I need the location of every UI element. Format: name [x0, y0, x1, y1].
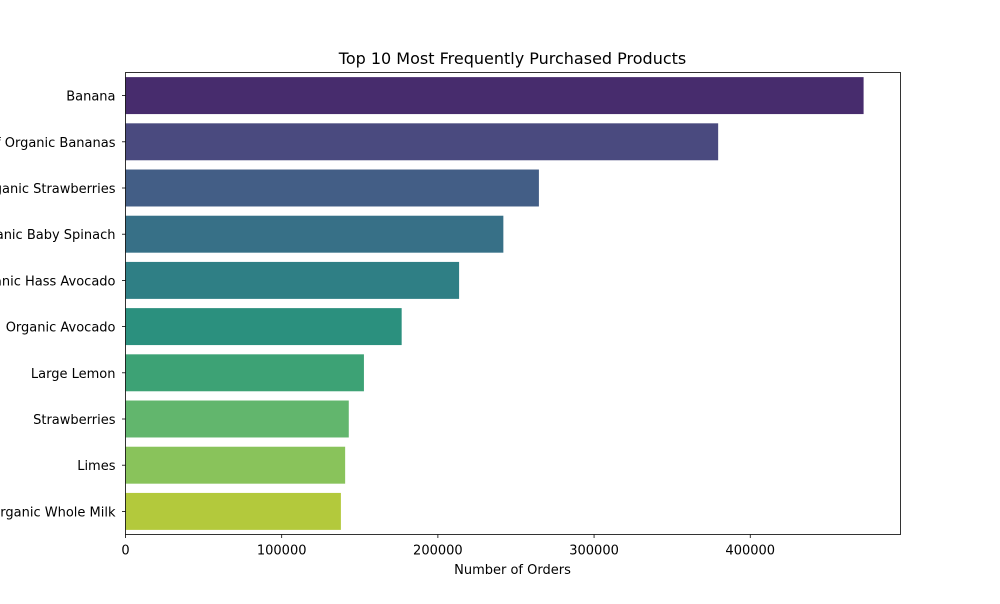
bar: [125, 261, 460, 299]
bars-group: [125, 77, 864, 530]
y-tick-label: Strawberries: [33, 413, 116, 428]
x-tick-label: 100000: [257, 544, 307, 559]
x-tick-label: 300000: [569, 544, 619, 559]
x-tick-label: 200000: [413, 544, 463, 559]
x-tick-label: 400000: [725, 544, 775, 559]
bar: [125, 123, 719, 161]
y-tick-label: Organic Hass Avocado: [0, 274, 116, 289]
y-tick-label: Organic Whole Milk: [0, 505, 116, 520]
bar: [125, 354, 364, 392]
bar: [125, 446, 346, 484]
y-tick-label: Banana: [66, 90, 115, 105]
y-tick-label: Large Lemon: [31, 367, 116, 382]
y-tick-label: Organic Strawberries: [0, 182, 116, 197]
bar: [125, 308, 402, 346]
bar: [125, 492, 341, 530]
bar: [125, 169, 539, 207]
x-tick-label: 0: [121, 544, 129, 559]
bar: [125, 215, 504, 253]
chart-title: Top 10 Most Frequently Purchased Product…: [338, 49, 686, 68]
axes-frame: [125, 72, 901, 535]
y-tick-label: Organic Baby Spinach: [0, 228, 116, 243]
y-tick-label: Organic Avocado: [6, 321, 116, 336]
y-axis: Banana Bag of Organic Bananas Organic Stra…: [0, 90, 126, 520]
x-axis-label: Number of Orders: [454, 563, 571, 578]
y-tick-label: Limes: [77, 459, 116, 474]
bar: [125, 77, 864, 115]
y-tick-label: Bag of Organic Bananas: [0, 136, 116, 151]
bar: [125, 400, 349, 438]
x-axis: 0 100000 200000 300000 400000: [121, 534, 775, 559]
